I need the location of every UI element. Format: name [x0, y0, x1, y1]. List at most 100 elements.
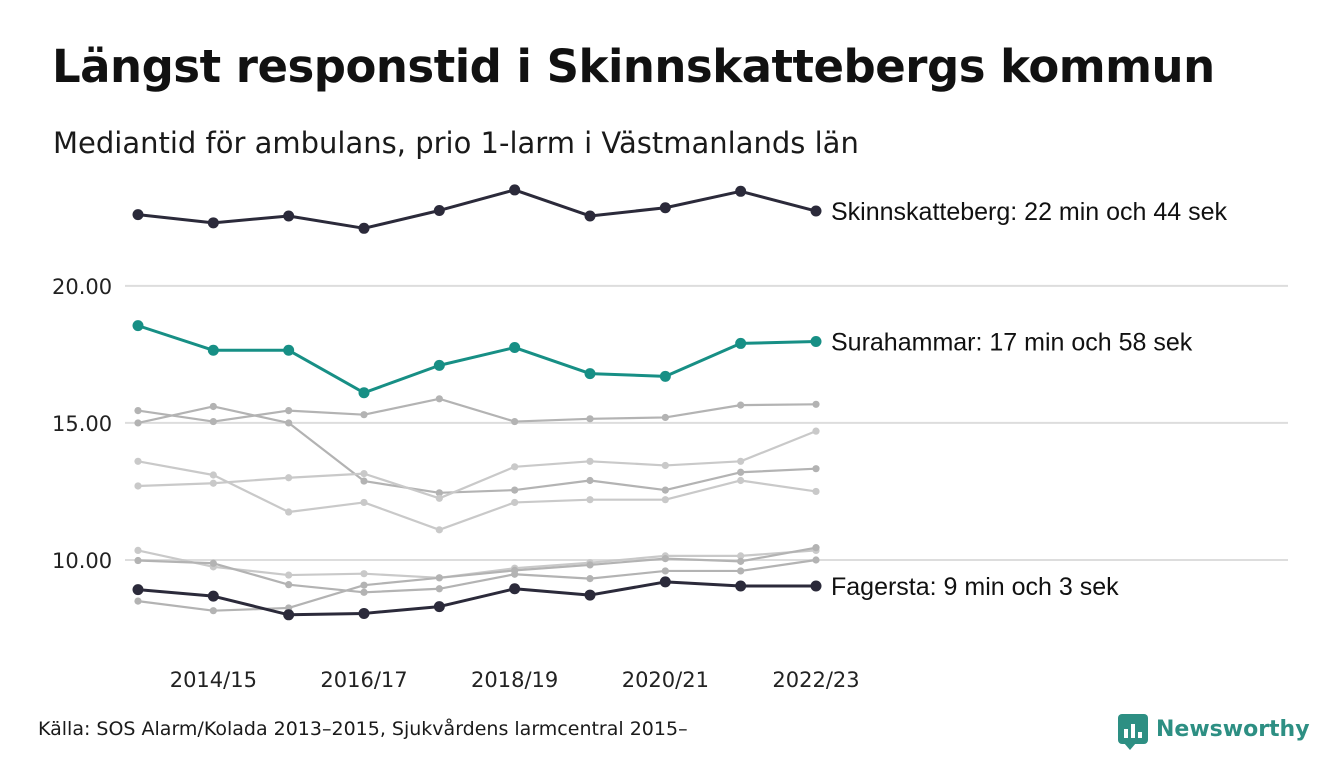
data-point — [134, 419, 142, 427]
data-point — [511, 463, 519, 471]
data-point — [586, 457, 594, 465]
x-tick-label: 2020/21 — [622, 668, 709, 692]
data-point — [132, 320, 144, 332]
data-point — [810, 205, 822, 217]
data-point — [360, 470, 368, 478]
data-point — [209, 479, 217, 487]
data-point — [584, 210, 596, 222]
data-point — [737, 468, 745, 476]
data-point — [435, 489, 443, 497]
data-point — [435, 526, 443, 534]
data-point — [358, 607, 370, 619]
data-point — [285, 508, 293, 516]
data-point — [661, 486, 669, 494]
data-point — [285, 419, 293, 427]
brand-logo: Newsworthy — [1118, 714, 1310, 750]
data-point — [360, 581, 368, 589]
data-point — [737, 557, 745, 565]
data-point — [586, 476, 594, 485]
chart-title: Längst responstid i Skinnskattebergs kom… — [52, 40, 1215, 93]
data-point — [812, 544, 820, 552]
data-point — [810, 336, 822, 348]
data-point — [134, 556, 142, 565]
x-tick-label: 2014/15 — [170, 668, 257, 692]
data-point — [283, 210, 295, 222]
series-line — [137, 324, 817, 395]
data-point — [360, 411, 368, 419]
y-tick-label: 15.00 — [52, 412, 112, 436]
series-label: Fagersta: 9 min och 3 sek — [831, 573, 1119, 601]
data-point — [737, 552, 745, 560]
data-point — [435, 585, 443, 593]
y-tick-label: 10.00 — [52, 549, 112, 573]
data-point — [358, 387, 370, 399]
data-point — [584, 589, 596, 601]
data-point — [132, 584, 144, 596]
data-point — [207, 217, 219, 229]
data-point — [134, 597, 142, 605]
data-point — [509, 184, 521, 196]
data-point — [209, 471, 217, 479]
x-tick-label: 2016/17 — [320, 668, 407, 692]
data-point — [285, 406, 293, 415]
data-point — [659, 202, 671, 214]
data-point — [586, 561, 594, 569]
data-point — [812, 487, 820, 496]
data-point — [810, 580, 822, 592]
data-point — [134, 406, 142, 415]
data-point — [586, 415, 594, 423]
series-label: Skinnskatteberg: 22 min och 44 sek — [831, 198, 1228, 226]
data-point — [584, 368, 596, 380]
source-note: Källa: SOS Alarm/Kolada 2013–2015, Sjukv… — [38, 718, 688, 740]
data-point — [735, 580, 747, 592]
data-point — [283, 344, 295, 356]
y-tick-label: 20.00 — [52, 275, 112, 299]
data-point — [737, 476, 745, 485]
data-point — [586, 496, 594, 504]
data-point — [285, 581, 293, 589]
x-tick-label: 2018/19 — [471, 668, 558, 692]
data-point — [737, 567, 745, 575]
data-point — [358, 222, 370, 234]
data-point — [134, 482, 142, 490]
series-line — [137, 546, 817, 612]
data-point — [360, 477, 368, 485]
data-point — [812, 400, 820, 408]
data-point — [209, 402, 217, 411]
data-point — [737, 457, 745, 465]
data-point — [285, 571, 293, 579]
data-point — [207, 344, 219, 356]
series-line — [137, 397, 817, 423]
series-line — [137, 430, 817, 500]
data-point — [511, 566, 519, 575]
data-point — [812, 556, 820, 564]
data-point — [134, 457, 142, 465]
data-point — [659, 576, 671, 588]
data-point — [509, 583, 521, 595]
data-point — [661, 461, 669, 470]
data-point — [511, 486, 519, 494]
data-point — [283, 609, 295, 621]
data-point — [360, 588, 368, 596]
series-line — [137, 188, 817, 230]
data-point — [360, 498, 368, 507]
chart-subtitle: Mediantid för ambulans, prio 1-larm i Vä… — [53, 126, 859, 160]
newsworthy-logo-icon — [1118, 714, 1148, 750]
data-point — [812, 427, 820, 435]
brand-name: Newsworthy — [1156, 716, 1310, 742]
data-point — [207, 590, 219, 602]
series-line — [137, 460, 817, 531]
data-point — [737, 401, 745, 409]
series-line — [137, 580, 816, 617]
data-point — [433, 204, 445, 216]
data-point — [659, 370, 671, 382]
data-point — [661, 413, 669, 422]
data-point — [435, 574, 443, 582]
data-point — [735, 185, 747, 197]
data-point — [132, 209, 144, 221]
data-point — [209, 559, 217, 567]
data-point — [735, 337, 747, 349]
data-point — [661, 496, 669, 504]
x-tick-label: 2022/23 — [772, 668, 859, 692]
data-point — [209, 417, 217, 426]
